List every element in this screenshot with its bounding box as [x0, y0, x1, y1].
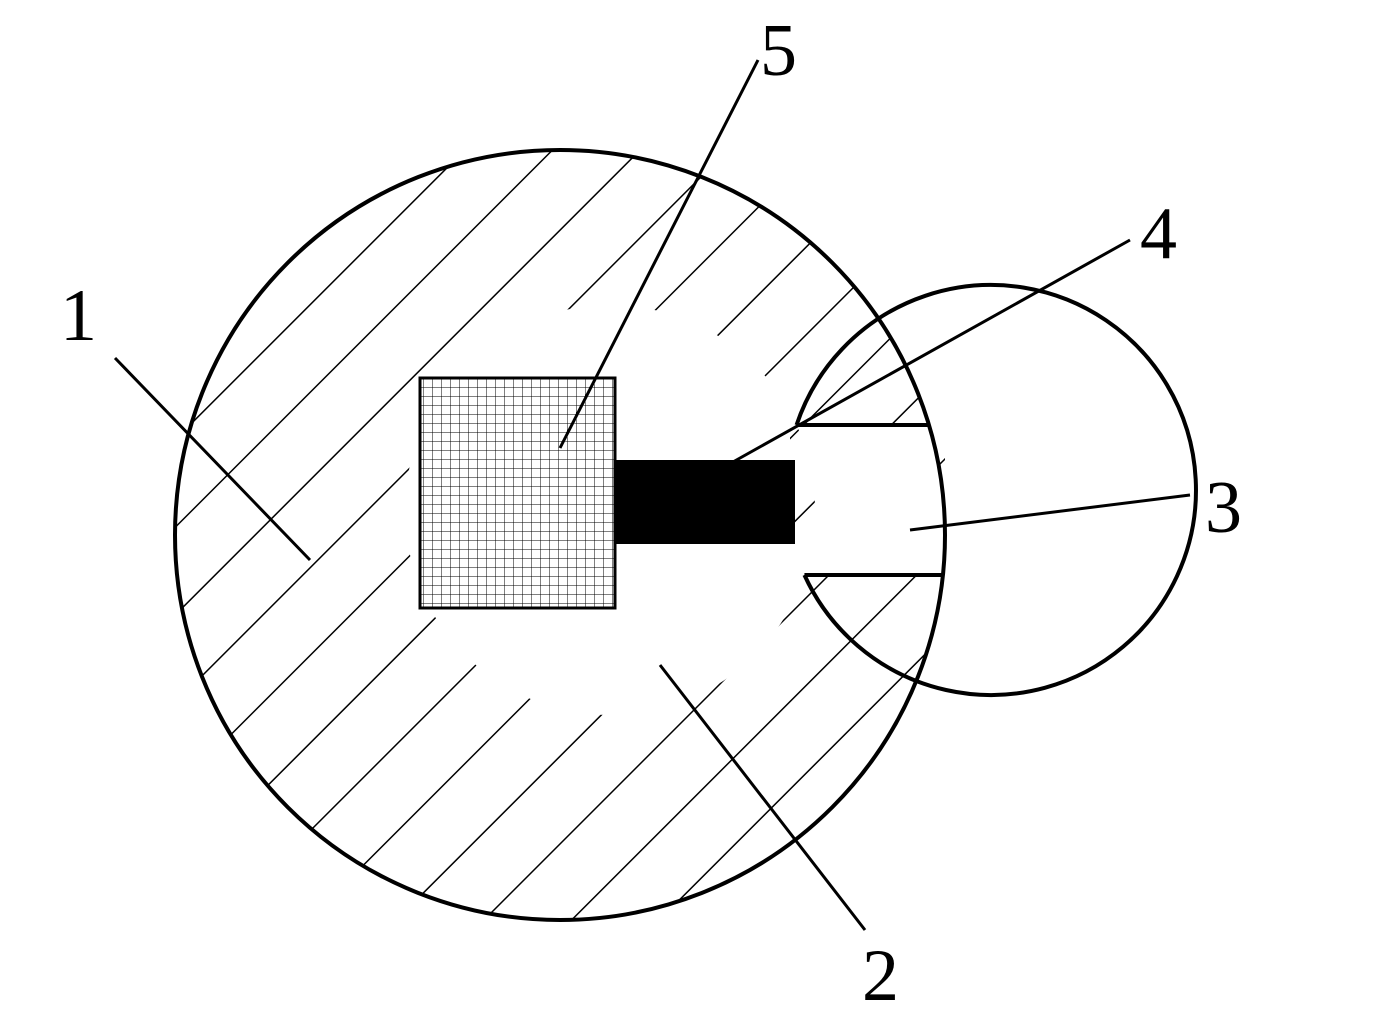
label-3: 3: [1205, 467, 1242, 549]
diagram-svg: 1 2 3 4 5: [0, 0, 1400, 1010]
label-2: 2: [862, 935, 899, 1010]
diagram-container: 1 2 3 4 5: [0, 0, 1400, 1010]
label-1: 1: [60, 275, 97, 357]
label-4: 4: [1140, 193, 1177, 275]
label-5: 5: [760, 10, 797, 92]
